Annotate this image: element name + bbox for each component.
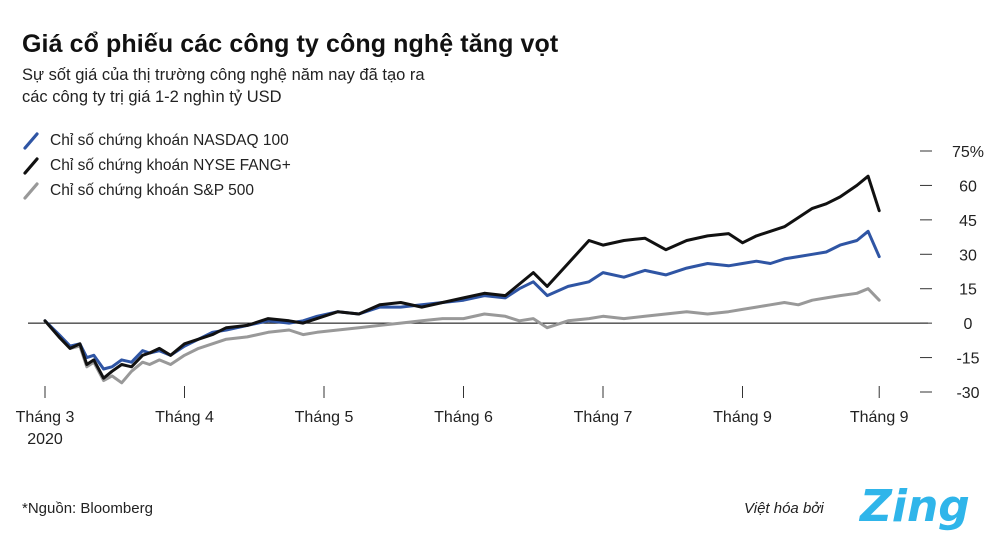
y-tick-label: 75% xyxy=(952,144,984,161)
x-tick-label: Tháng 3 xyxy=(16,409,75,426)
legend-item-nasdaq: Chỉ số chứng khoán NASDAQ 100 xyxy=(22,128,291,153)
legend-item-sp500: Chỉ số chứng khoán S&P 500 xyxy=(22,178,291,203)
legend-label-fang: Chỉ số chứng khoán NYSE FANG+ xyxy=(50,156,291,174)
x-tick-label: Tháng 7 xyxy=(574,409,633,426)
x-tick-label: Tháng 5 xyxy=(295,409,354,426)
series-line-fang xyxy=(43,174,881,380)
y-tick-label: -30 xyxy=(956,385,979,402)
legend-swatch-nasdaq xyxy=(23,131,39,150)
legend-item-fang: Chỉ số chứng khoán NYSE FANG+ xyxy=(22,153,291,178)
x-tick-label: Tháng 9 xyxy=(850,409,909,426)
x-tick-label: Tháng 4 xyxy=(155,409,214,426)
legend-swatch-sp500 xyxy=(23,181,39,200)
chart-subtitle: Sự sốt giá của thị trường công nghệ năm … xyxy=(22,64,582,108)
x-tick-label: Tháng 9 xyxy=(713,409,772,426)
series-line-nasdaq xyxy=(43,229,881,371)
x-tick-label: Tháng 6 xyxy=(434,409,493,426)
y-tick-label: -15 xyxy=(956,351,979,368)
y-tick-label: 0 xyxy=(964,316,973,333)
y-tick-label: 30 xyxy=(959,247,977,264)
y-tick-label: 60 xyxy=(959,178,977,195)
source-note: *Nguồn: Bloomberg xyxy=(22,500,153,517)
legend-label-sp500: Chỉ số chứng khoán S&P 500 xyxy=(50,181,254,199)
subtitle-line-2: các công ty trị giá 1-2 nghìn tỷ USD xyxy=(22,88,282,106)
legend-label-nasdaq: Chỉ số chứng khoán NASDAQ 100 xyxy=(50,131,289,149)
series-line-sp500 xyxy=(43,287,881,385)
x-tick-sublabel: 2020 xyxy=(27,431,63,448)
legend-swatch-fang xyxy=(23,156,39,175)
subtitle-line-1: Sự sốt giá của thị trường công nghệ năm … xyxy=(22,66,425,84)
y-tick-label: 15 xyxy=(959,282,977,299)
zing-logo: Zing xyxy=(857,480,970,533)
credit-note: Việt hóa bởi xyxy=(744,500,824,517)
chart-legend: Chỉ số chứng khoán NASDAQ 100 Chỉ số chứ… xyxy=(22,128,291,203)
chart-title: Giá cổ phiếu các công ty công nghệ tăng … xyxy=(22,30,559,58)
zing-logo-text: Zing xyxy=(858,481,970,532)
y-tick-label: 45 xyxy=(959,213,977,230)
